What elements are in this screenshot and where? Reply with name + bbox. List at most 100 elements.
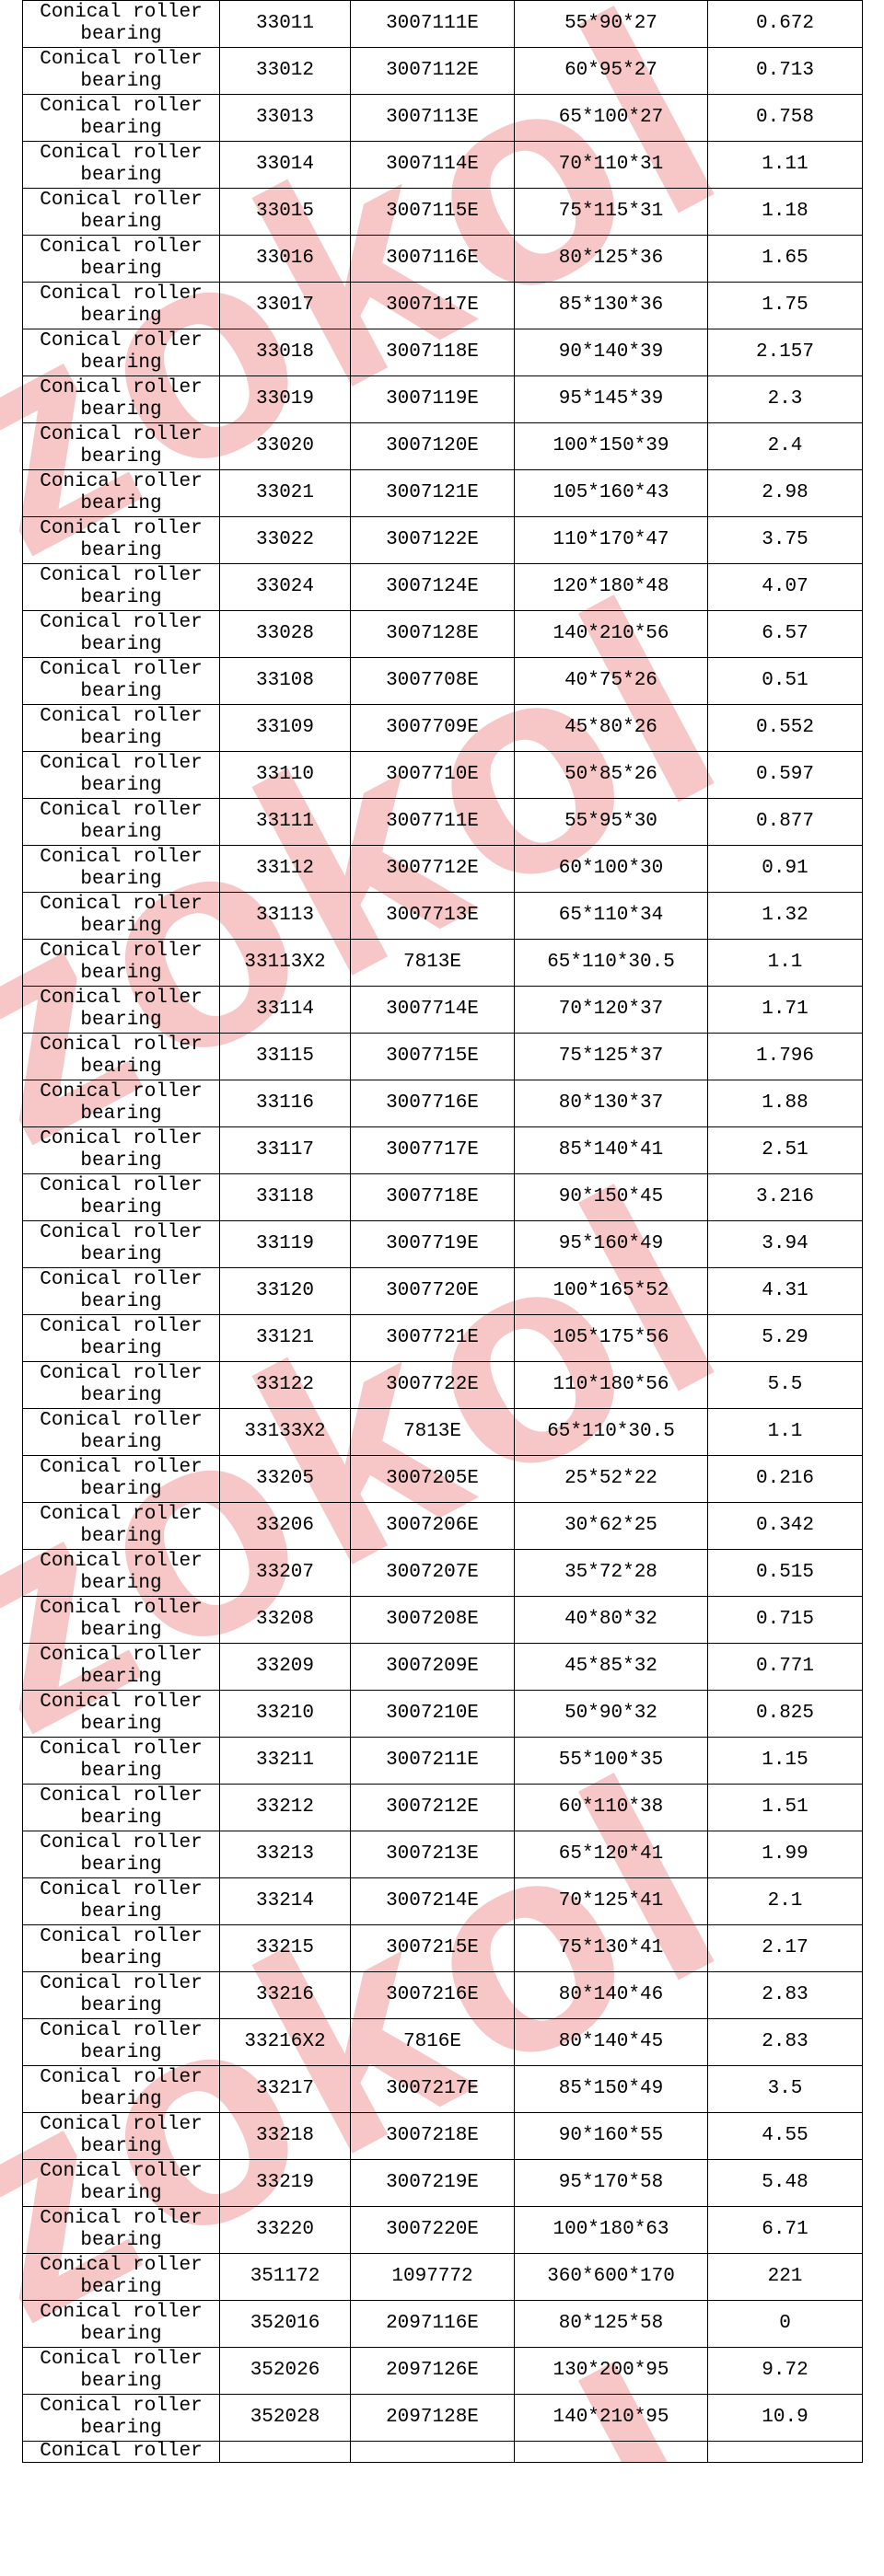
type-line1: Conical roller — [40, 2020, 202, 2042]
type-line2: bearing — [80, 165, 161, 187]
cell-type: Conical rollerbearing — [23, 2395, 220, 2442]
type-line1: Conical roller — [40, 330, 202, 352]
cell-new_code: 33015 — [220, 189, 351, 236]
table-row: Conical rollerbearing331223007722E110*18… — [23, 1362, 863, 1409]
table-row: Conical rollerbearing330113007111E55*90*… — [23, 1, 863, 48]
cell-value: 1.88 — [762, 1092, 808, 1115]
cell-value: 0.597 — [756, 764, 814, 786]
cell-new_code: 33133X2 — [220, 1409, 351, 1456]
cell-value: 65*110*34 — [559, 905, 663, 927]
cell-type: Conical rollerbearing — [23, 376, 220, 423]
type-line2: bearing — [80, 1526, 161, 1548]
cell-new_code: 33013 — [220, 95, 351, 142]
type-line1: Conical roller — [40, 2396, 202, 2418]
type-line2: bearing — [80, 71, 161, 93]
cell-weight: 6.71 — [708, 2207, 863, 2254]
type-line1: Conical roller — [40, 1551, 202, 1573]
cell-value: 9.72 — [762, 2360, 808, 2382]
type-line1: Conical roller — [40, 2349, 202, 2371]
cell-value: 100*180*63 — [552, 2219, 669, 2241]
cell-dimensions: 65*110*34 — [515, 893, 708, 940]
cell-new_code: 33028 — [220, 611, 351, 658]
table-row: Conical rollerbearing332183007218E90*160… — [23, 2113, 863, 2160]
table-row: Conical rollerbearing330173007117E85*130… — [23, 283, 863, 329]
cell-old_code: 7816E — [351, 2019, 515, 2066]
cell-new_code: 33114 — [220, 987, 351, 1034]
cell-type: Conical rollerbearing — [23, 1315, 220, 1362]
type-line1: Conical roller — [40, 2302, 202, 2324]
cell-value: 33012 — [256, 60, 314, 82]
cell-type: Conical roller — [23, 2442, 220, 2463]
cell-new_code: 33118 — [220, 1174, 351, 1221]
table-row: Conical rollerbearing330213007121E105*16… — [23, 470, 863, 517]
cell-value: 70*110*31 — [559, 154, 663, 176]
cell-new_code: 33207 — [220, 1550, 351, 1597]
cell-value: 3007708E — [386, 670, 479, 692]
type-line2: bearing — [80, 2183, 161, 2205]
cell-dimensions: 65*120*41 — [515, 1831, 708, 1878]
cell-value: 0.877 — [756, 811, 814, 833]
type-line1: Conical roller — [40, 565, 202, 587]
cell-old_code: 3007713E — [351, 893, 515, 940]
cell-dimensions: 100*150*39 — [515, 423, 708, 470]
cell-value: 33210 — [256, 1703, 314, 1725]
type-line2: bearing — [80, 540, 161, 562]
type-line1: Conical roller — [40, 988, 202, 1010]
type-line1: Conical roller — [40, 894, 202, 916]
cell-type: Conical rollerbearing — [23, 1550, 220, 1597]
cell-value: 3.5 — [768, 2078, 803, 2100]
cell-value: 33133X2 — [244, 1421, 325, 1443]
type-line2: bearing — [80, 2277, 161, 2299]
cell-type: Conical rollerbearing — [23, 1878, 220, 1925]
cell-dimensions: 35*72*28 — [515, 1550, 708, 1597]
cell-type: Conical rollerbearing — [23, 2160, 220, 2207]
cell-weight: 4.55 — [708, 2113, 863, 2160]
cell-weight: 3.94 — [708, 1221, 863, 1268]
cell-new_code: 33016 — [220, 236, 351, 283]
type-line1: Conical roller — [40, 800, 202, 822]
cell-value: 3007720E — [386, 1280, 479, 1302]
cell-value: 4.31 — [762, 1280, 808, 1302]
cell-old_code: 3007715E — [351, 1034, 515, 1080]
cell-value: 140*210*56 — [552, 623, 669, 645]
cell-value: 352026 — [250, 2360, 320, 2382]
cell-value: 90*150*45 — [559, 1186, 663, 1208]
cell-weight: 2.51 — [708, 1127, 863, 1174]
cell-new_code: 33220 — [220, 2207, 351, 2254]
cell-weight: 2.98 — [708, 470, 863, 517]
cell-dimensions: 65*110*30.5 — [515, 1409, 708, 1456]
cell-value: 130*200*95 — [552, 2360, 669, 2382]
cell-value: 2097126E — [386, 2360, 479, 2382]
cell-weight: 0.597 — [708, 752, 863, 799]
cell-value: 60*95*27 — [564, 60, 657, 82]
cell-value: 0.552 — [756, 717, 814, 739]
cell-value: 3007713E — [386, 905, 479, 927]
cell-weight: 3.75 — [708, 517, 863, 564]
cell-new_code — [220, 2442, 351, 2463]
cell-weight: 10.9 — [708, 2395, 863, 2442]
cell-value: 75*115*31 — [559, 201, 663, 223]
cell-dimensions: 55*90*27 — [515, 1, 708, 48]
cell-weight: 5.48 — [708, 2160, 863, 2207]
cell-dimensions: 85*140*41 — [515, 1127, 708, 1174]
cell-type: Conical rollerbearing — [23, 705, 220, 752]
cell-value: 33117 — [256, 1139, 314, 1161]
cell-new_code: 33011 — [220, 1, 351, 48]
table-row: Conical rollerbearing330143007114E70*110… — [23, 142, 863, 189]
cell-value: 3007217E — [386, 2078, 479, 2100]
cell-weight: 1.51 — [708, 1785, 863, 1831]
type-line1: Conical roller — [40, 283, 202, 306]
cell-new_code: 352016 — [220, 2301, 351, 2348]
cell-dimensions: 40*80*32 — [515, 1597, 708, 1644]
type-line2: bearing — [80, 822, 161, 844]
cell-value: 70*125*41 — [559, 1890, 663, 1912]
type-line1: Conical roller — [40, 706, 202, 728]
cell-value: 3007214E — [386, 1890, 479, 1912]
type-line2: bearing — [80, 1667, 161, 1689]
cell-dimensions: 50*85*26 — [515, 752, 708, 799]
cell-weight: 1.88 — [708, 1080, 863, 1127]
type-line1: Conical roller — [40, 1081, 202, 1103]
cell-weight: 1.71 — [708, 987, 863, 1034]
cell-value: 33121 — [256, 1327, 314, 1349]
cell-weight: 3.216 — [708, 1174, 863, 1221]
